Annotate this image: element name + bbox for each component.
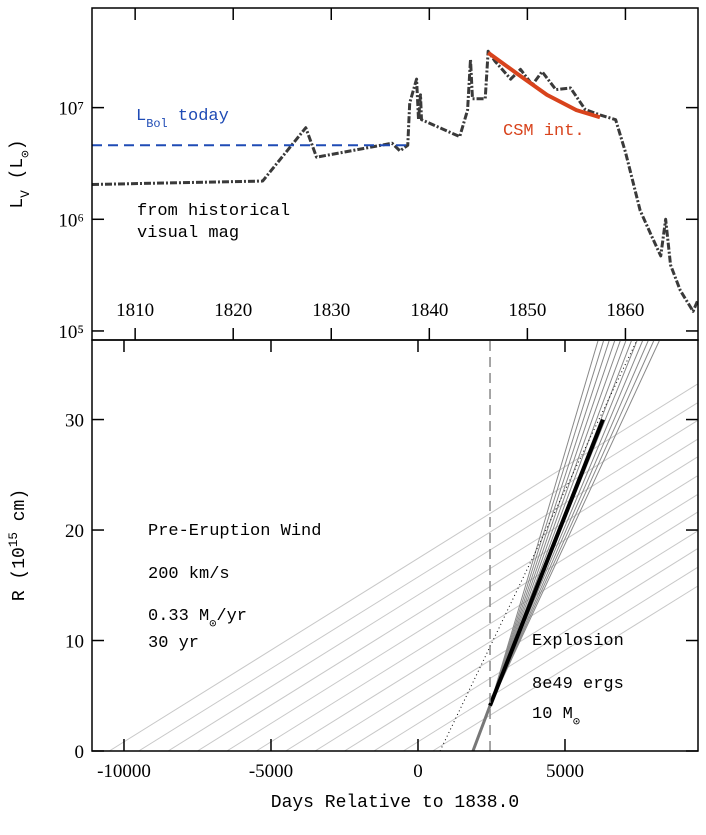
annotation: Pre-Eruption Wind [148,522,321,541]
annotation: from historical [137,202,290,221]
data-line [314,511,698,751]
annotation: LBol today [136,107,229,131]
data-line [488,418,605,707]
annotation: CSM int. [503,122,585,141]
text-part: Bol [146,117,167,131]
x-tick-label: -5000 [249,761,293,782]
annotation: 8e49 ergs [532,675,624,694]
y-tick-label: 20 [65,521,84,542]
y-tick-label: 10 [65,632,84,653]
annotation: 200 km/s [148,565,230,584]
data-line [197,439,698,751]
text-part: from historical [137,202,290,221]
data-line [403,567,698,751]
text-part: ⊙ [209,617,216,631]
y-tick-label: 10⁶ [58,210,84,231]
data-line [432,585,698,751]
data-line [92,49,698,313]
annotation: 10 M⊙ [532,705,580,729]
text-part: ⊙ [19,150,33,158]
x-tick-label: -10000 [97,761,151,782]
text-part: ⊙ [573,715,580,729]
y-axis-label: LV (L⊙) [8,139,33,208]
y-axis-label: R (1015 cm) [7,489,30,601]
x-tick-label: 1830 [312,300,350,321]
data-line [471,705,492,751]
data-line [373,548,698,751]
x-tick-label: 0 [413,761,423,782]
data-line [226,456,698,751]
data-line [489,340,661,706]
text-part: 8e49 ergs [532,675,624,694]
data-line [489,340,649,706]
text-part: 10 M [532,705,573,724]
panel: -10000 -5000 0 5000 0 10 20 30 R (1015 cm) Days R… [7,339,699,813]
text-part: visual mag [137,224,239,243]
text-part: Pre-Eruption Wind [148,522,321,541]
text-part: today [168,107,229,126]
x-tick-label: 1810 [116,300,154,321]
x-tick-label: 1840 [410,300,448,321]
x-tick-label: 1860 [606,300,644,321]
text-part: L [8,198,28,209]
text-part: (L [8,158,28,190]
x-tick-label: 1850 [508,300,546,321]
data-line [489,340,655,706]
x-tick-label: 5000 [546,761,584,782]
text-part: CSM int. [503,122,585,141]
y-tick-label: 10⁵ [58,322,84,343]
text-part: R (10 [10,547,30,601]
data-line [489,340,605,706]
text-part: 15 [7,532,21,547]
annotation: Explosion [532,632,624,651]
data-line [344,530,698,751]
series-group [92,49,698,313]
data-line [489,340,622,706]
text-part: 30 yr [148,634,199,653]
data-line [285,494,698,751]
y-tick-label: 30 [65,411,84,432]
data-line [489,340,616,706]
data-line [489,340,599,706]
plot-frame [91,7,699,341]
text-part: 0.33 M [148,607,209,626]
data-line [138,402,698,751]
annotation: 30 yr [148,634,199,653]
x-axis-label: Days Relative to 1838.0 [271,793,519,813]
data-line [167,420,698,751]
text-part: /yr [216,607,247,626]
data-line [256,475,698,751]
data-line [489,340,610,706]
y-tick-label: 10⁷ [58,99,84,120]
data-line [486,51,601,120]
annotation: 0.33 M⊙/yr [148,607,247,631]
text-part: Explosion [532,632,624,651]
x-tick-label: 1820 [214,300,252,321]
text-part: L [136,107,146,126]
text-part: ) [8,139,28,150]
annotation: visual mag [137,224,239,243]
y-tick-label: 0 [75,742,85,763]
series-group [109,340,698,751]
plot-frame [91,339,699,752]
text-part: 200 km/s [148,565,230,584]
text-part: cm) [10,489,30,532]
text-part: V [19,190,33,198]
